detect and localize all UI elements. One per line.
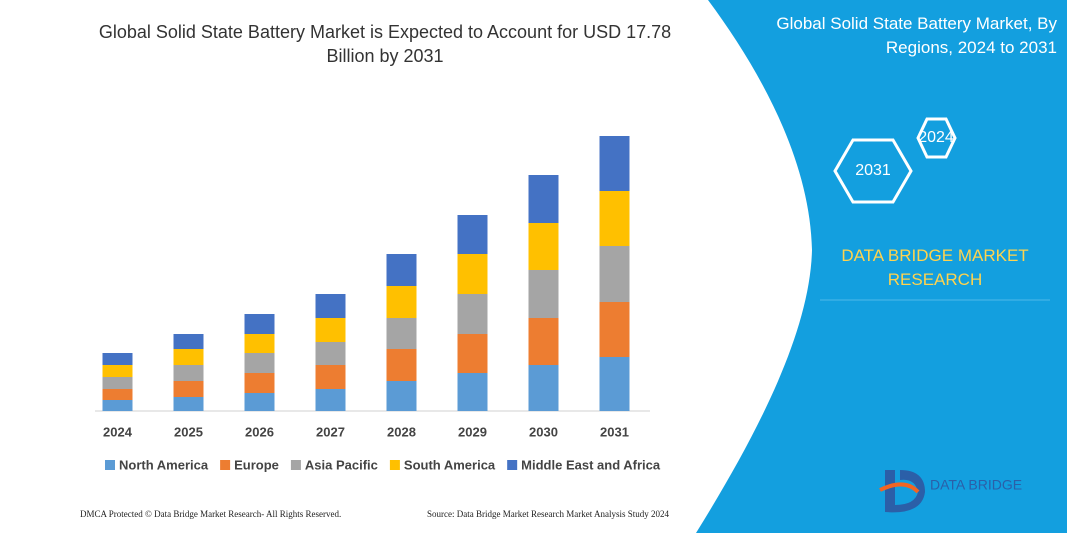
bar-segment <box>599 357 630 411</box>
bar-segment <box>599 191 630 246</box>
bar-segment <box>457 254 488 294</box>
legend-label: South America <box>404 457 496 472</box>
bar-segment <box>528 365 559 411</box>
x-tick-label: 2024 <box>103 424 133 439</box>
logo-text: DATA BRIDGE <box>930 477 1022 493</box>
bar-segment <box>315 365 346 389</box>
bar-segment <box>457 215 488 254</box>
panel-title: Global Solid State Battery Market, By Re… <box>776 14 1057 57</box>
hexagon <box>833 138 913 204</box>
hex-label: 2024 <box>918 129 954 146</box>
x-tick-label: 2031 <box>600 424 629 439</box>
bar-segment <box>244 314 275 334</box>
bar-segment <box>528 270 559 318</box>
bar-segment <box>386 286 417 318</box>
bar-segment <box>173 334 204 349</box>
bar-segment <box>528 318 559 365</box>
bar-segment <box>457 373 488 411</box>
logo-mark <box>879 482 920 494</box>
bar-segment <box>599 302 630 357</box>
legend-label: Middle East and Africa <box>521 457 661 472</box>
legend-label: North America <box>119 457 209 472</box>
hexagon <box>916 117 957 159</box>
bar-segment <box>102 365 133 377</box>
legend-label: Asia Pacific <box>305 457 378 472</box>
x-tick-label: 2028 <box>387 424 416 439</box>
x-tick-label: 2026 <box>245 424 274 439</box>
bar-segment <box>244 334 275 353</box>
legend-swatch <box>105 460 115 470</box>
chart-title: Global Solid State Battery Market is Exp… <box>98 22 672 66</box>
x-tick-label: 2029 <box>458 424 487 439</box>
bar-segment <box>173 397 204 411</box>
logo-mark <box>885 470 925 513</box>
legend-swatch <box>389 460 400 470</box>
bar-segment <box>244 393 275 411</box>
bar-segment <box>102 389 133 400</box>
bar-segment <box>102 377 133 389</box>
footer-left: DMCA Protected © Data Bridge Market Rese… <box>80 509 342 519</box>
x-tick-label: 2030 <box>529 424 558 439</box>
bar-segment <box>173 349 204 365</box>
bar-segment <box>599 246 630 302</box>
side-panel <box>696 0 1067 533</box>
bar-segment <box>315 389 346 411</box>
bar-segment <box>173 365 204 381</box>
legend-swatch <box>507 460 518 470</box>
legend-swatch <box>220 460 231 470</box>
bar-segment <box>315 342 346 365</box>
bar-segment <box>315 318 346 342</box>
x-tick-label: 2025 <box>174 424 203 439</box>
hex-label: 2031 <box>855 162 891 179</box>
bar-segment <box>386 349 417 381</box>
legend-swatch <box>290 460 301 470</box>
footer-right: Source: Data Bridge Market Research Mark… <box>427 509 669 519</box>
bar-segment <box>386 318 417 349</box>
x-tick-label: 2027 <box>316 424 345 439</box>
bar-segment <box>173 381 204 397</box>
bar-segment <box>102 353 133 365</box>
bar-segment <box>386 254 417 286</box>
brand-text: DATA BRIDGE MARKET RESEARCH <box>841 246 1029 289</box>
bar-segment <box>102 400 133 411</box>
bar-segment <box>457 334 488 373</box>
bar-segment <box>244 353 275 373</box>
bar-segment <box>528 175 559 223</box>
bar-segment <box>457 294 488 334</box>
bar-segment <box>528 223 559 270</box>
bar-segment <box>315 294 346 318</box>
legend-label: Europe <box>234 457 279 472</box>
bar-segment <box>599 136 630 191</box>
bar-segment <box>386 381 417 411</box>
bar-segment <box>244 373 275 393</box>
